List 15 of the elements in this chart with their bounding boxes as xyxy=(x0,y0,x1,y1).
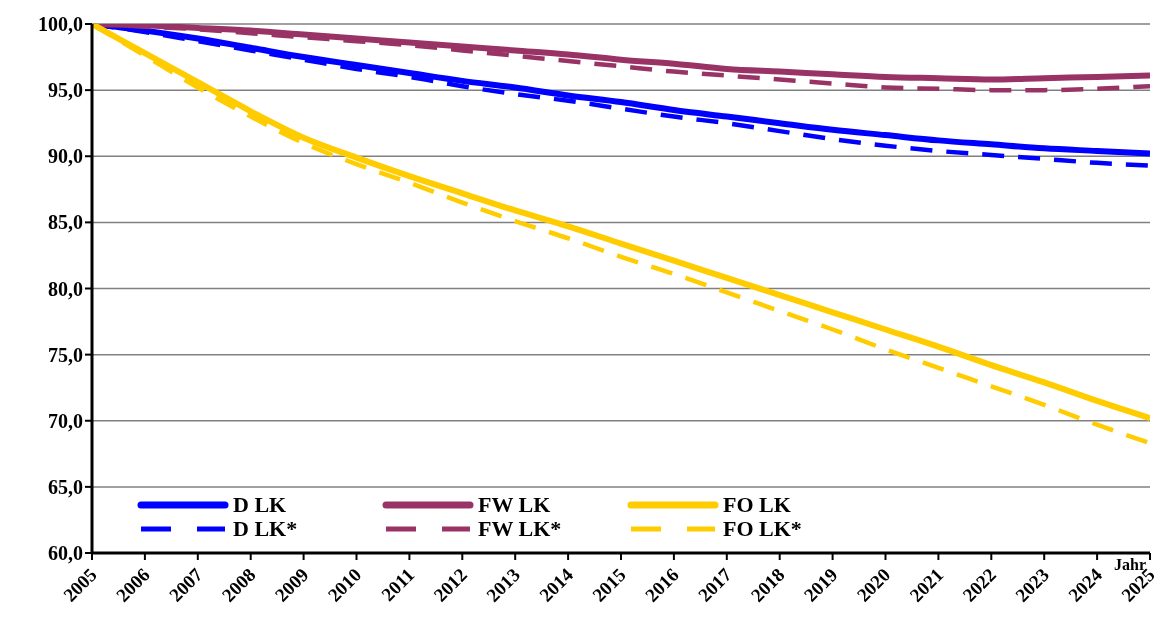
legend-label: FW LK* xyxy=(478,516,562,541)
y-tick-label: 100,0 xyxy=(38,13,83,36)
legend-label: D LK xyxy=(233,492,287,517)
y-tick-label: 70,0 xyxy=(48,409,83,432)
legend-label: D LK* xyxy=(233,516,298,541)
legend-label: FW LK xyxy=(478,492,551,517)
y-tick-label: 85,0 xyxy=(48,211,83,234)
y-tick-label: 90,0 xyxy=(48,145,83,168)
y-tick-label: 60,0 xyxy=(48,542,83,565)
y-tick-label: 95,0 xyxy=(48,79,83,102)
legend-label: FO LK xyxy=(723,492,791,517)
y-tick-label: 65,0 xyxy=(48,475,83,498)
legend-label: FO LK* xyxy=(723,516,802,541)
y-tick-label: 80,0 xyxy=(48,277,83,300)
y-tick-label: 75,0 xyxy=(48,343,83,366)
